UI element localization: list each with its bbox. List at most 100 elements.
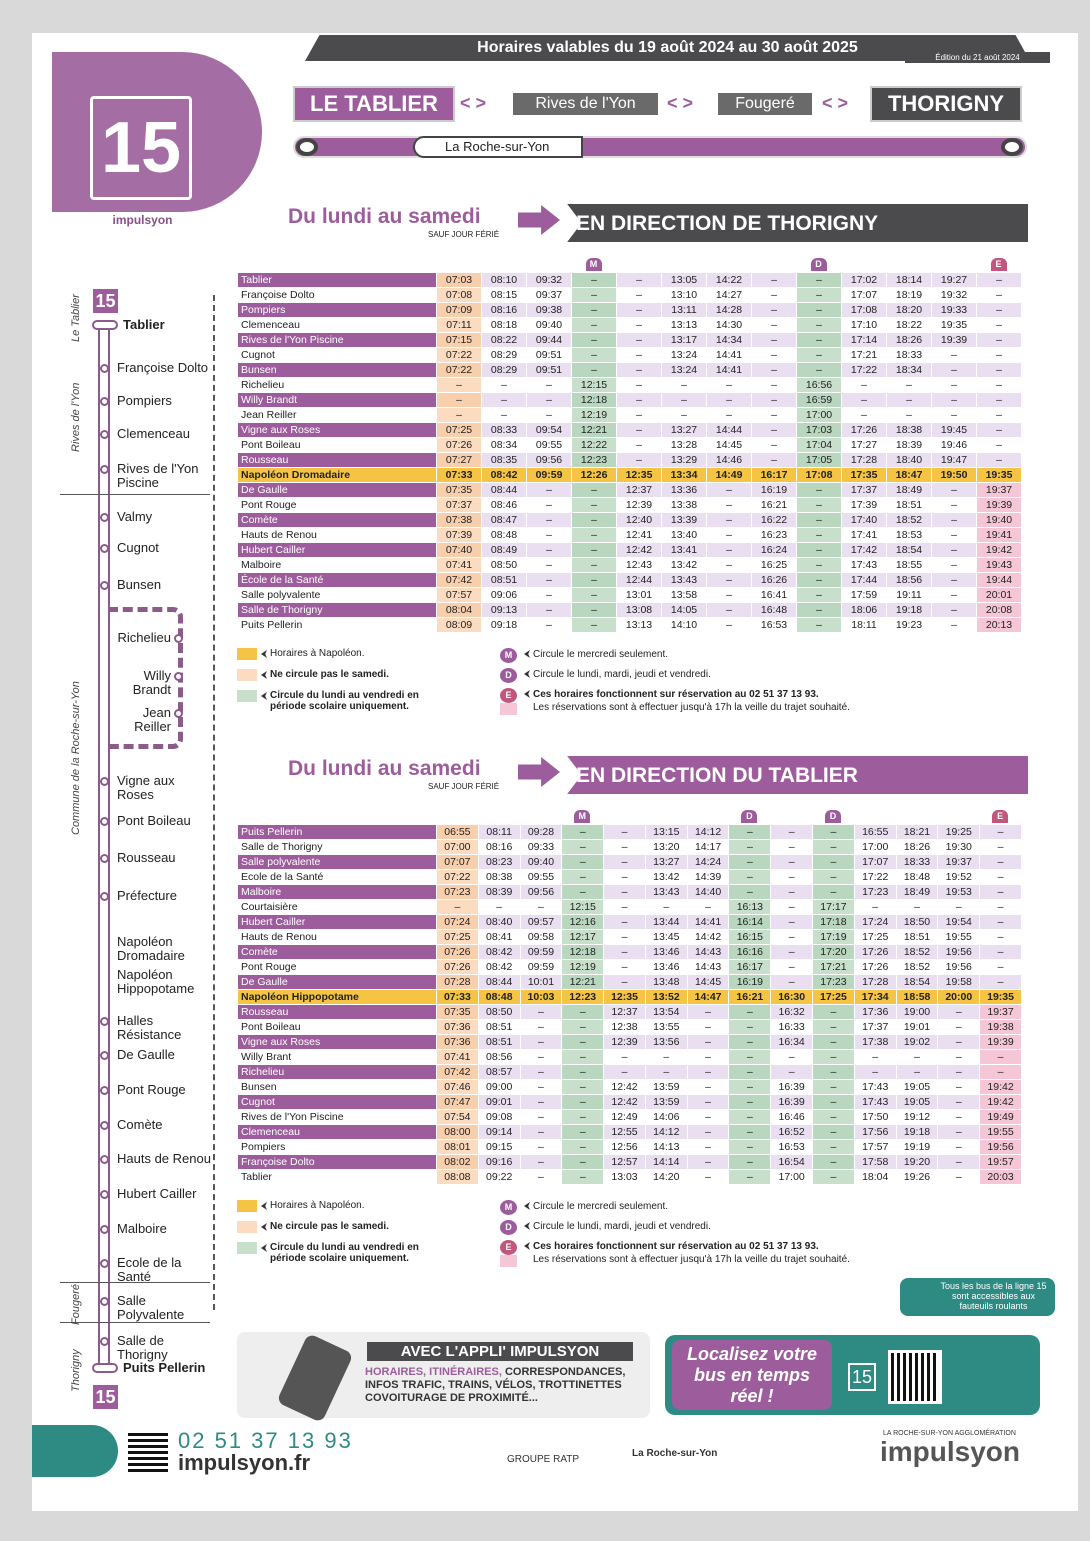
time: 17:08 xyxy=(841,302,887,318)
days: Du lundi au samedi xyxy=(288,757,481,780)
time: – xyxy=(770,899,814,915)
legend-pointer xyxy=(261,692,267,700)
time: – xyxy=(686,1019,730,1035)
time: – xyxy=(751,377,797,393)
logo-tab xyxy=(32,1425,118,1477)
time: 17:14 xyxy=(841,332,887,348)
stop-name: Pompiers xyxy=(117,393,172,408)
time: – xyxy=(706,527,752,543)
time: 12:44 xyxy=(616,572,662,588)
time: – xyxy=(895,899,939,915)
time: – xyxy=(770,839,814,855)
time: – xyxy=(976,452,1022,468)
time: 18:49 xyxy=(886,482,932,498)
time: – xyxy=(979,899,1022,915)
time: 19:18 xyxy=(886,602,932,618)
legend-pointer xyxy=(524,1242,530,1250)
time: – xyxy=(751,422,797,438)
time: – xyxy=(571,302,617,318)
time: 17:00 xyxy=(853,839,897,855)
time: – xyxy=(895,1049,939,1065)
time: 12:21 xyxy=(561,974,605,990)
zone-label: Le Tablier xyxy=(70,294,82,342)
row: Puits Pellerin 06:55 08:11 09:28– –13:15 14:1… xyxy=(237,824,1022,840)
legend-swatch xyxy=(237,648,257,660)
time: 20:13 xyxy=(976,617,1022,633)
row: Pont Rouge 07:37 08:46– –12:39 13:38–16:21–1… xyxy=(237,497,1022,513)
terminus-dot xyxy=(1001,138,1023,156)
time: 19:38 xyxy=(979,1019,1022,1035)
stop-dot xyxy=(100,892,109,901)
time: 12:42 xyxy=(603,1094,646,1110)
stop-name: Valmy xyxy=(117,509,153,524)
time: 08:42 xyxy=(481,467,527,483)
stop-name: Pont Rouge xyxy=(237,497,437,513)
time: – xyxy=(571,542,617,558)
time: – xyxy=(616,452,662,468)
time: 09:14 xyxy=(477,1124,521,1140)
time: 08:44 xyxy=(477,974,521,990)
time: – xyxy=(976,407,1022,423)
time: 17:28 xyxy=(841,452,887,468)
row: Pont Boileau 07:36 08:51– –12:38 13:55– –16:3… xyxy=(237,1019,1022,1035)
time: – xyxy=(571,497,617,513)
time: – xyxy=(571,557,617,573)
time: 08:47 xyxy=(481,512,527,528)
time: 17:03 xyxy=(796,422,842,438)
time: 14:10 xyxy=(661,617,707,633)
row: Malboire 07:41 08:50– –12:43 13:42–16:25–17:… xyxy=(237,557,1022,573)
row: Salle polyvalente 07:07 08:23 09:40– –13:27 1… xyxy=(237,854,1022,870)
time: 07:35 xyxy=(436,1004,479,1020)
time: – xyxy=(561,839,605,855)
time: – xyxy=(686,899,730,915)
time: 12:41 xyxy=(616,527,662,543)
time: 18:50 xyxy=(895,914,939,930)
time: 19:18 xyxy=(895,1124,939,1140)
app-text: CORRESPONDANCES, xyxy=(504,1366,626,1378)
time: 10:03 xyxy=(519,989,563,1005)
time: 07:46 xyxy=(436,1079,479,1095)
time: – xyxy=(686,1154,730,1170)
time: 18:39 xyxy=(886,437,932,453)
time: 18:33 xyxy=(886,347,932,363)
time: 06:55 xyxy=(436,824,479,840)
time: – xyxy=(770,854,814,870)
time: 14:49 xyxy=(706,467,752,483)
time: – xyxy=(937,1034,981,1050)
time: 17:24 xyxy=(853,914,897,930)
time: 16:34 xyxy=(770,1034,814,1050)
time: 17:43 xyxy=(841,557,887,573)
time: 12:17 xyxy=(561,929,605,945)
time: 19:33 xyxy=(931,302,977,318)
time: – xyxy=(526,377,572,393)
time: – xyxy=(436,899,479,915)
stop-name: Rousseau xyxy=(237,1004,437,1020)
rows: Puits Pellerin 06:55 08:11 09:28– –13:15 14:1… xyxy=(237,824,1022,1185)
time: – xyxy=(728,1064,772,1080)
stop-name: Pompiers xyxy=(237,302,437,318)
time: – xyxy=(796,287,842,303)
time: 17:43 xyxy=(853,1094,897,1110)
time: 09:32 xyxy=(526,272,572,288)
time: 18:14 xyxy=(886,272,932,288)
time: 09:56 xyxy=(526,452,572,468)
time: – xyxy=(812,1124,855,1140)
time: 19:11 xyxy=(886,587,932,603)
time: 16:59 xyxy=(796,392,842,408)
column-marker: M xyxy=(585,258,602,271)
stop-name: Willy Brandt xyxy=(237,392,437,408)
stop-name: École de la Santé xyxy=(237,572,437,588)
time: – xyxy=(519,1049,563,1065)
time: 07:26 xyxy=(436,959,479,975)
time: 17:05 xyxy=(796,452,842,468)
stop-name: Hubert Cailler xyxy=(117,1186,197,1201)
time: 12:19 xyxy=(561,959,605,975)
stop-name: Comète xyxy=(117,1117,163,1132)
time: 19:56 xyxy=(937,944,981,960)
time: – xyxy=(770,1064,814,1080)
time: – xyxy=(706,512,752,528)
time: – xyxy=(937,1049,981,1065)
time: 08:10 xyxy=(481,272,527,288)
time: – xyxy=(979,929,1022,945)
time: 08:44 xyxy=(481,482,527,498)
